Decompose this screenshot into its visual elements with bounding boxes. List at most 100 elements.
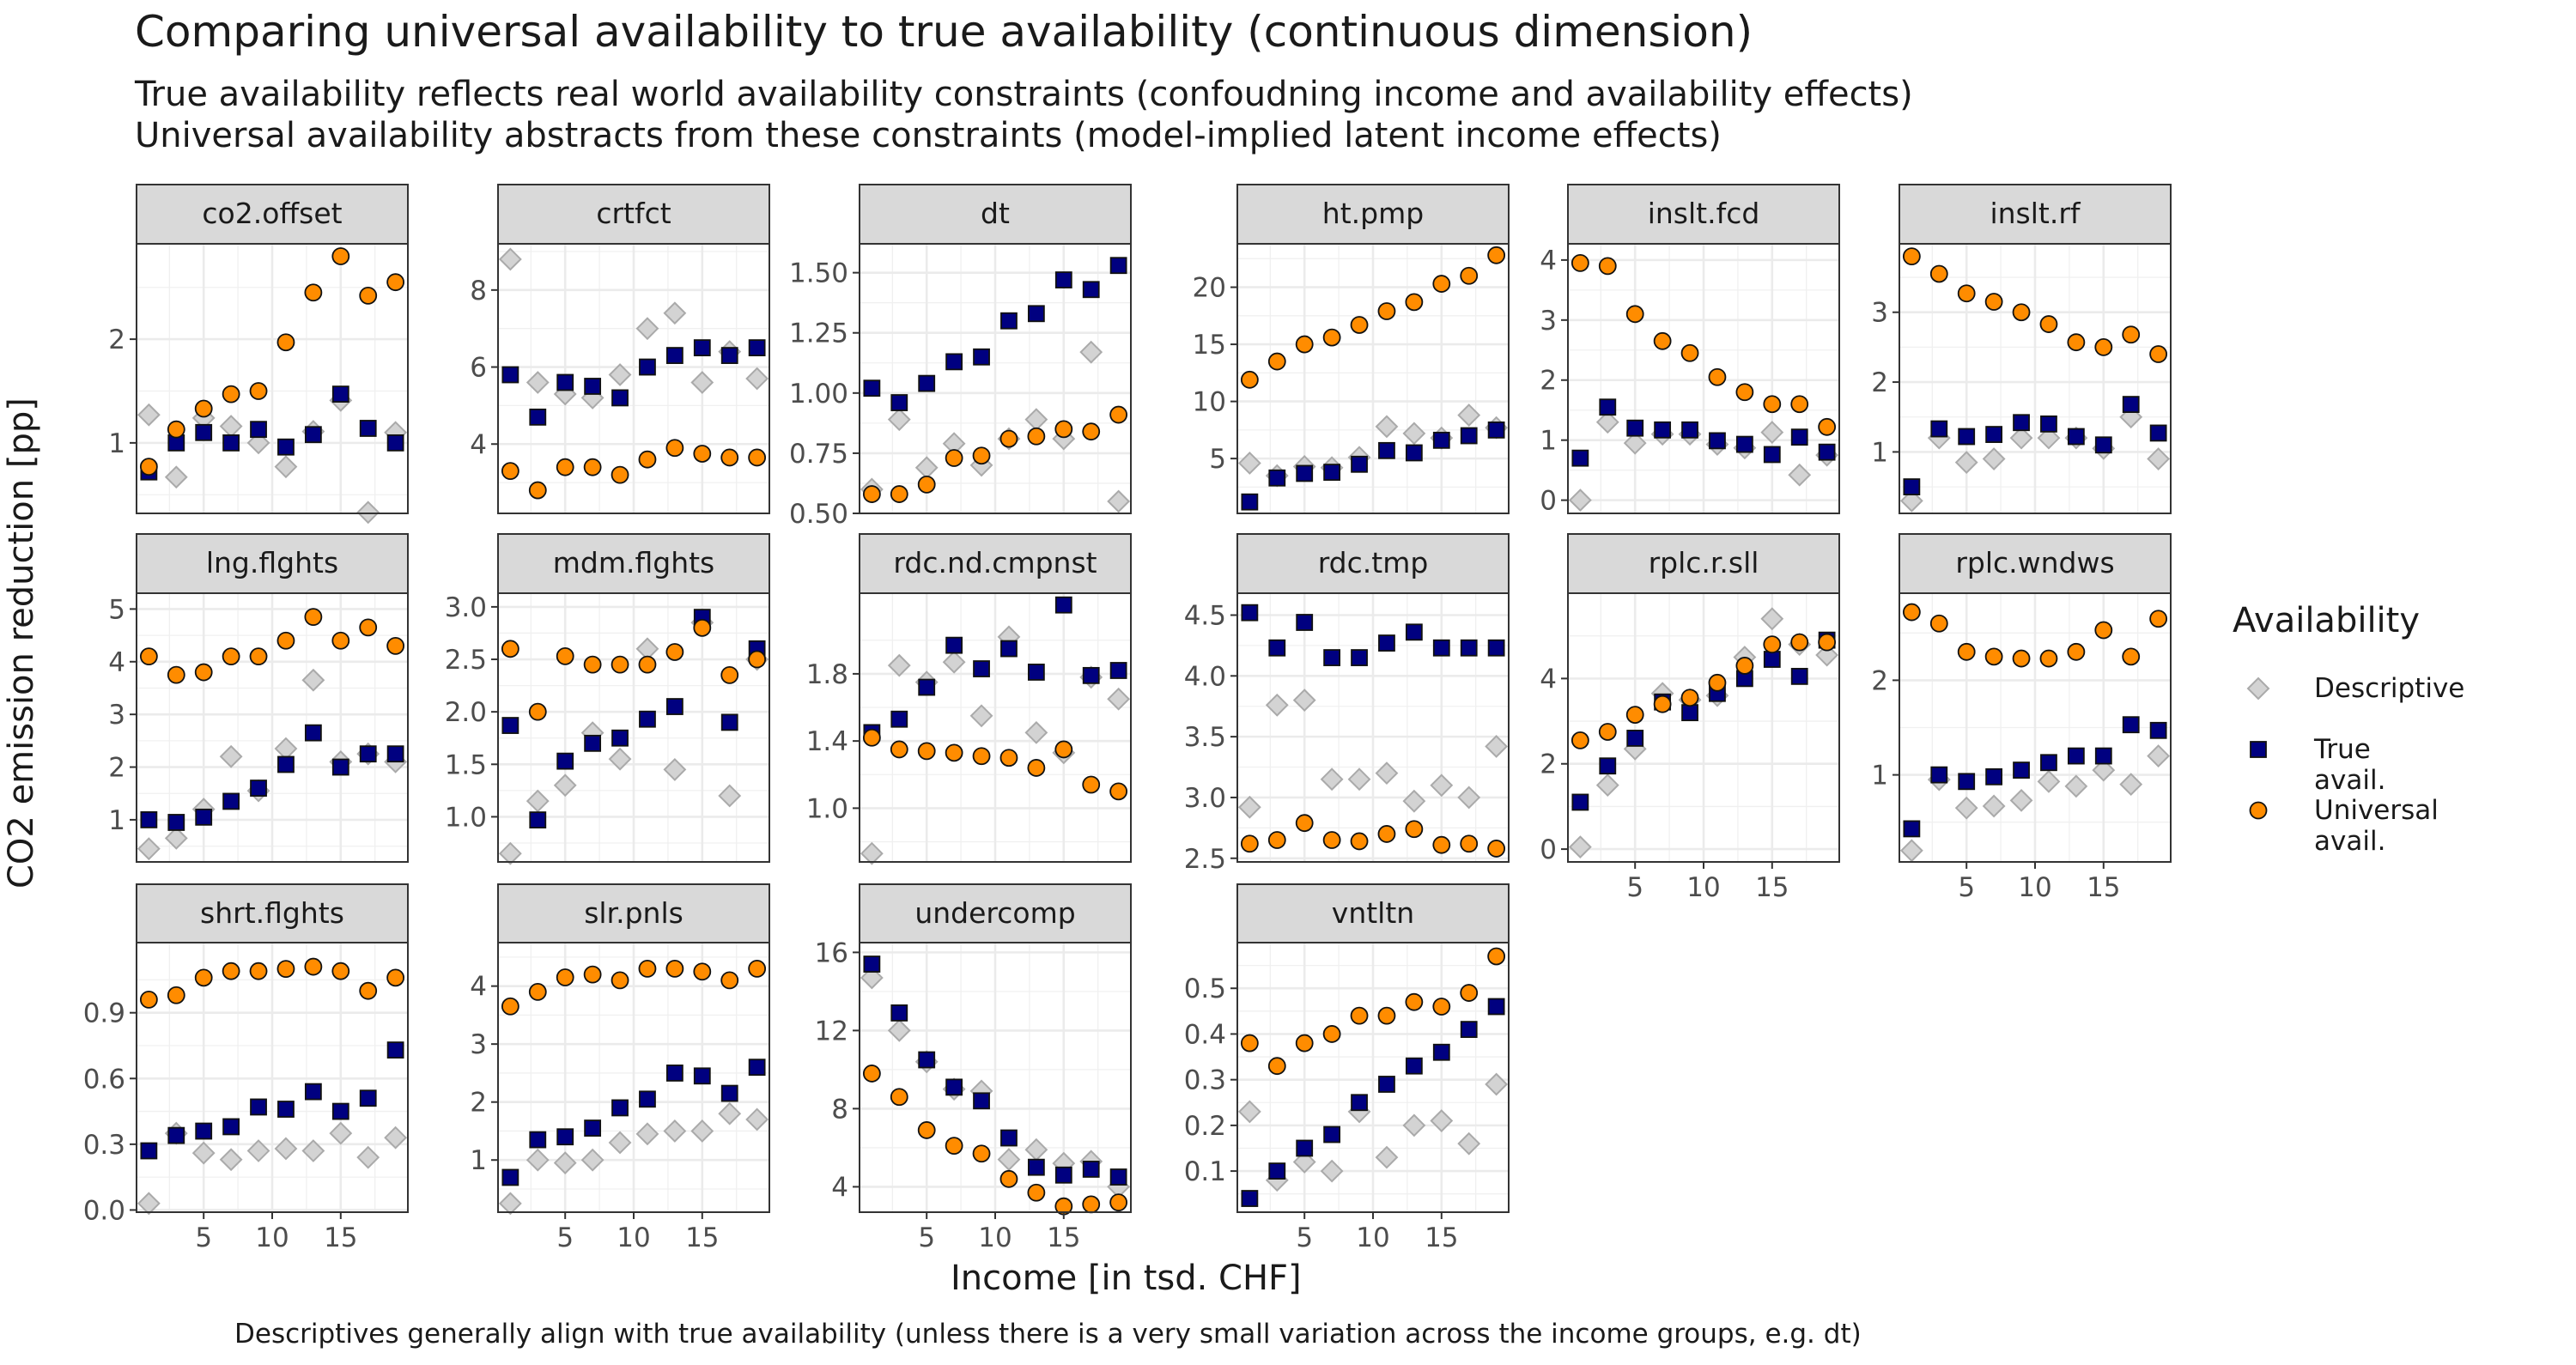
- facet-strip-label: lng.flghts: [206, 546, 338, 579]
- y-tick-label: 2.0: [445, 697, 487, 728]
- universal-avail-point: [1109, 1193, 1128, 1212]
- true-avail-point: [2013, 761, 2030, 779]
- y-tick-label: 15: [1193, 330, 1226, 361]
- true-avail-point: [1082, 1161, 1100, 1178]
- descriptive-point: [2119, 773, 2143, 797]
- universal-avail-point: [665, 643, 684, 661]
- y-tick-label: 4: [470, 429, 487, 460]
- legend-title: Availability: [2233, 601, 2421, 640]
- y-tick-label: 1.0: [445, 802, 487, 833]
- descriptive-point: [1568, 488, 1592, 513]
- descriptive-point: [301, 668, 325, 692]
- panel-border: [136, 243, 409, 514]
- facet-strip-label: inslt.rf: [1990, 197, 2081, 230]
- universal-avail-point: [222, 385, 240, 403]
- descriptive-point: [1623, 431, 1647, 455]
- facet-strip-label: dt: [981, 197, 1010, 230]
- descriptive-point: [1982, 794, 2006, 818]
- true-avail-point: [2094, 747, 2112, 765]
- universal-avail-point: [2122, 325, 2141, 344]
- facet-strip: [1236, 533, 1510, 594]
- true-avail-point: [2067, 747, 2085, 765]
- descriptive-point: [860, 966, 884, 990]
- universal-avail-point: [1295, 335, 1314, 354]
- true-avail-point: [1054, 271, 1072, 288]
- y-tick-label: 6: [470, 353, 487, 384]
- universal-avail-point: [1708, 367, 1727, 386]
- descriptive-point: [2037, 769, 2061, 793]
- true-avail-point: [222, 792, 240, 810]
- facet-strip: [497, 184, 770, 245]
- true-avail-point: [611, 389, 629, 407]
- descriptive-point: [1954, 451, 1978, 475]
- true-avail-point: [1027, 1158, 1045, 1176]
- descriptive-point: [498, 841, 522, 865]
- true-avail-point: [1027, 305, 1045, 323]
- universal-avail-point: [1240, 370, 1259, 389]
- universal-avail-point: [611, 971, 629, 990]
- y-tick-label: 0.3: [1184, 1065, 1226, 1096]
- true-avail-point: [2040, 415, 2057, 433]
- true-avail-point: [1268, 1162, 1286, 1180]
- true-avail-point: [195, 423, 213, 441]
- universal-avail-point: [2122, 647, 2141, 666]
- universal-avail-point: [1653, 331, 1672, 350]
- descriptive-point: [635, 1122, 659, 1146]
- true-avail-point: [1027, 664, 1045, 681]
- universal-avail-point: [917, 742, 936, 761]
- descriptive-point: [608, 363, 632, 386]
- true-avail-point: [1654, 421, 1672, 439]
- descriptive-point: [745, 1107, 769, 1131]
- true-avail-point: [359, 1089, 377, 1107]
- legend-label-universal: Universal avail.: [2314, 795, 2439, 857]
- universal-avail-point: [1322, 1025, 1341, 1043]
- y-tick-label: 2: [108, 325, 125, 355]
- y-tick-label: 1.8: [806, 659, 848, 690]
- true-avail-point: [1790, 667, 1808, 685]
- panel-border: [1567, 243, 1840, 514]
- true-avail-point: [693, 1067, 711, 1085]
- chart-title: Comparing universal availability to true…: [135, 7, 1753, 57]
- universal-avail-point: [720, 971, 739, 990]
- universal-avail-point: [167, 420, 185, 439]
- x-tick-label: 5: [918, 1222, 935, 1253]
- x-tick-label: 10: [1356, 1222, 1389, 1253]
- universal-avail-point: [386, 968, 405, 987]
- y-tick-label: 2: [1871, 367, 1888, 398]
- universal-avail-point: [583, 458, 602, 476]
- x-tick-label: 10: [2018, 872, 2051, 903]
- universal-avail-point: [748, 448, 767, 467]
- panel-border: [1899, 243, 2172, 514]
- panel-border: [1236, 243, 1510, 514]
- true-avail-point: [1296, 1139, 1314, 1157]
- y-tick-label: 8: [470, 276, 487, 306]
- y-tick-label: 2: [1540, 749, 1557, 780]
- facet-strip: [136, 533, 409, 594]
- y-tick-label: 0.4: [1184, 1019, 1226, 1050]
- true-avail-point: [945, 636, 963, 654]
- x-tick-label: 10: [978, 1222, 1012, 1253]
- descriptive-point: [690, 1119, 714, 1143]
- true-avail-point: [195, 808, 213, 826]
- true-avail-point: [1487, 998, 1505, 1016]
- true-avail-point: [1958, 773, 1976, 791]
- universal-avail-point: [638, 450, 657, 469]
- true-avail-point: [250, 780, 267, 797]
- true-avail-point: [1296, 464, 1314, 482]
- y-tick-label: 2.5: [1184, 844, 1226, 875]
- universal-avail-point: [1598, 257, 1617, 276]
- facet-strip-label: rplc.r.sll: [1649, 546, 1759, 579]
- true-avail-point: [1378, 634, 1395, 652]
- true-avail-point: [1323, 649, 1341, 666]
- true-avail-point: [1241, 493, 1259, 511]
- descriptive-point: [1375, 415, 1399, 439]
- universal-avail-point: [1027, 1183, 1046, 1202]
- y-tick-label: 3.0: [1184, 783, 1226, 814]
- true-avail-point: [529, 1131, 547, 1149]
- descriptive-point: [137, 837, 161, 861]
- facet-strip-label: slr.pnls: [584, 896, 683, 930]
- true-avail-point: [386, 745, 404, 763]
- true-avail-point: [556, 752, 574, 770]
- universal-avail-point: [1818, 417, 1837, 436]
